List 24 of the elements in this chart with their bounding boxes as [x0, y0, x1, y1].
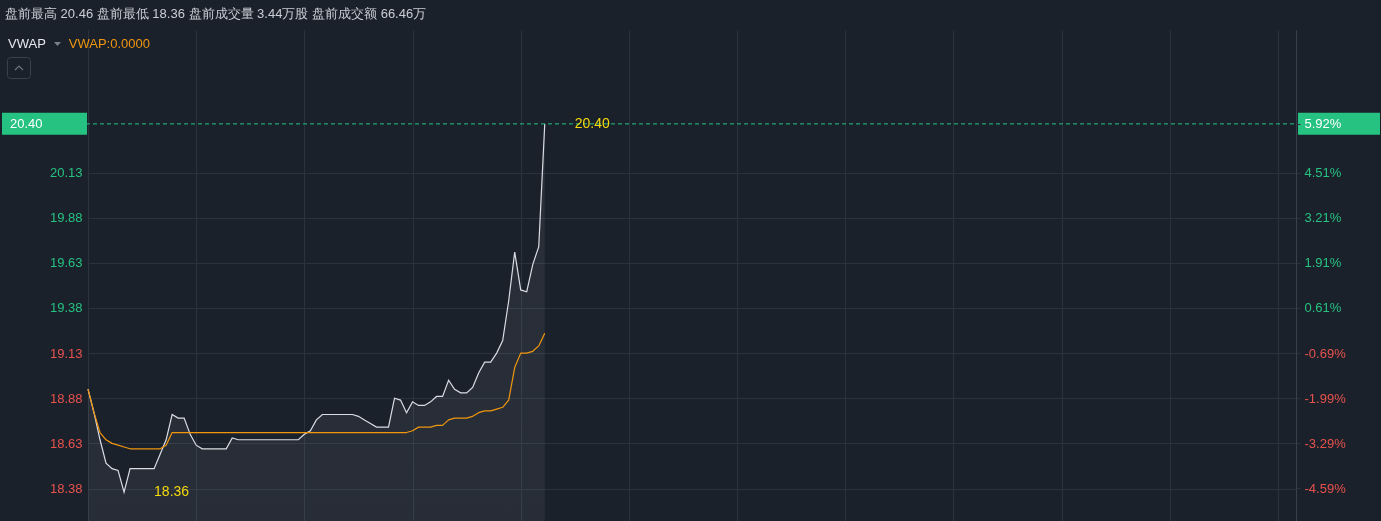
line-series [87, 332, 546, 450]
y-tick-label: 19.88 [49, 210, 83, 226]
chart-title: 盘前最高 20.46 盘前最低 18.36 盘前成交量 3.44万股 盘前成交额 66.46万 [5, 5, 427, 23]
y-tick-label: 19.63 [49, 255, 83, 271]
y-tick-label: 20.13 [49, 165, 83, 181]
y2-tick-label: 0.61% [1304, 300, 1342, 316]
y2-tick-label: 4.51% [1304, 165, 1342, 181]
y2-tick-label: 1.91% [1304, 255, 1342, 271]
text: 18.36 [154, 483, 190, 500]
y-tick-label: 18.38 [49, 481, 83, 497]
y2-tick-label: 5.92% [1304, 116, 1342, 132]
y-tick-label: 18.88 [49, 390, 83, 406]
y2-tick-label: 3.21% [1304, 210, 1342, 226]
text: VWAP:0.0000 [68, 36, 150, 51]
y2-tick-label: -1.99% [1304, 390, 1347, 406]
y-tick-label: 19.13 [49, 345, 83, 361]
y2-tick-label: -3.29% [1304, 435, 1347, 451]
y-tick-label: 19.38 [49, 300, 83, 316]
text: VWAP [8, 36, 46, 51]
y-tick-label: 18.63 [49, 435, 83, 451]
text: 20.40 [574, 114, 610, 131]
y2-tick-label: -4.59% [1304, 480, 1347, 496]
ref-line-label: 20.40 [10, 115, 43, 131]
y2-tick-label: -0.69% [1304, 345, 1347, 361]
